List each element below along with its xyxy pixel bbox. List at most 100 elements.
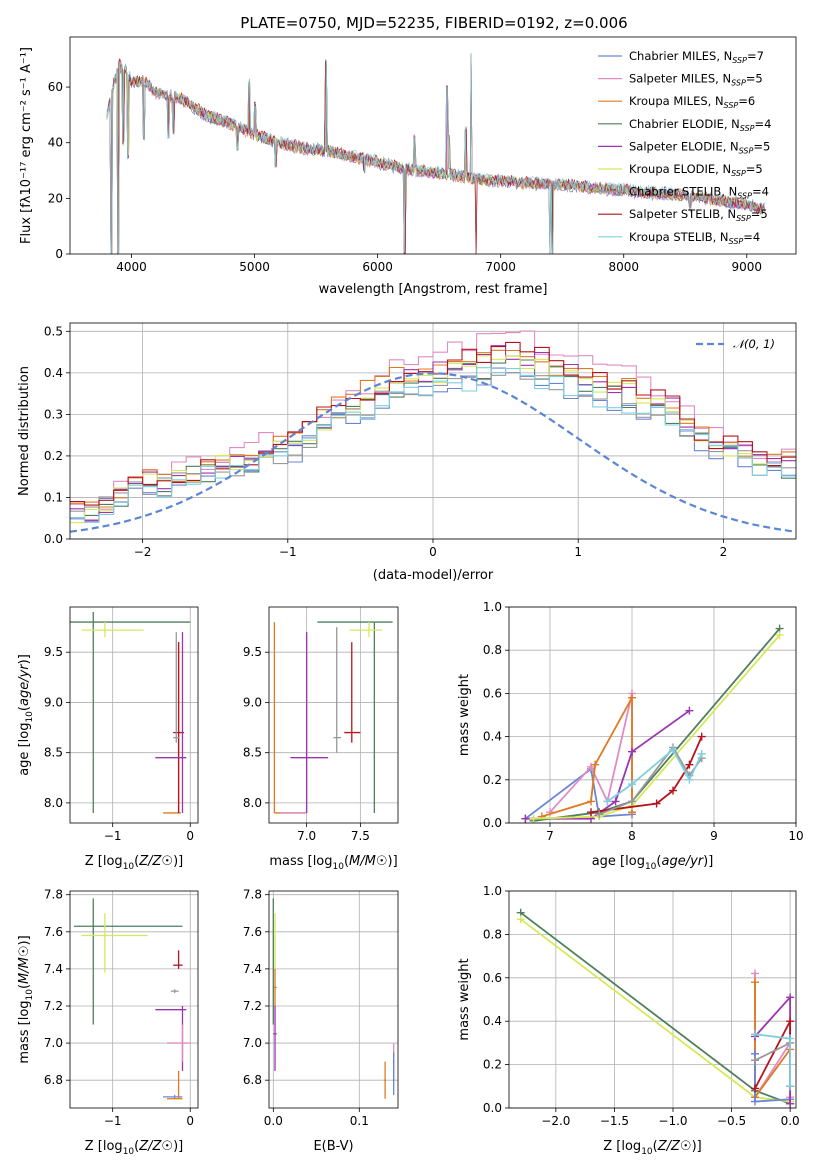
x-tick-label: −1	[104, 1114, 122, 1128]
axis-label-part: )]	[173, 1139, 183, 1154]
y-tick-label: 7.8	[44, 888, 63, 902]
residuals-panel: −2 −1 0 1 2 0.0 0.1 0.2 0.3 0.4 0.5 𝒩(0, 1) (data-mo…	[17, 322, 797, 583]
axis-label-part: )]	[17, 935, 32, 945]
mass-weight-marker	[587, 797, 595, 806]
x-tick-label: 7.0	[297, 829, 316, 843]
spectrum-line-kroupa-stelib	[106, 53, 765, 254]
legend-entry-sub: SSP	[739, 146, 754, 155]
legend-entry-sub: SSP	[737, 192, 752, 201]
axis-label-part: (	[653, 1139, 658, 1154]
mass-weight-marker	[751, 978, 759, 987]
mass-weight-marker	[697, 749, 706, 758]
axis-label-part: Z [log	[85, 1139, 123, 1154]
y-tick-label: 6.8	[44, 1073, 63, 1087]
axis-label-part: M/M☉	[17, 945, 32, 983]
mass-weight-marker	[611, 797, 620, 806]
legend-entry: Chabrier STELIB, NSSP=4	[629, 185, 769, 201]
legend-entry: Chabrier ELODIE, NSSP=4	[629, 117, 771, 133]
legend-entry-name: Salpeter STELIB, N	[629, 207, 736, 221]
y-tick-label: 9.0	[243, 695, 262, 709]
legend-entry: Kroupa STELIB, NSSP=4	[629, 230, 760, 246]
y-tick-label: 1.0	[483, 884, 502, 898]
legend-entry-count: =6	[738, 94, 755, 108]
y-tick-label: 8.0	[243, 796, 262, 810]
x-tick-label: 0	[186, 1114, 194, 1128]
mass-weight-marker	[697, 732, 706, 741]
figure-title: PLATE=0750, MJD=52235, FIBERID=0192, z=0…	[240, 14, 627, 32]
x-tick-label: 5000	[239, 260, 270, 274]
axis-label: Z [log10(Z/Z☉)]	[85, 1139, 183, 1157]
y-tick-label: 0.0	[44, 532, 63, 546]
spectrum-line-chabrier-elodie	[106, 55, 765, 254]
mass-weight-marker	[628, 693, 636, 702]
legend-entry: Salpeter STELIB, NSSP=5	[629, 207, 768, 223]
x-tick-label: −1.5	[600, 1114, 629, 1128]
axis-label: Z [log10(Z/Z☉)]	[85, 854, 183, 872]
axis-label: mass [log10(M/M☉)]	[269, 854, 397, 872]
legend-entry-count: =5	[751, 207, 768, 221]
x-tick-label: 6000	[362, 260, 393, 274]
legend-entry-count: =4	[743, 230, 760, 244]
y-tick-label: 0.0	[483, 1101, 502, 1115]
mass-weight-marker	[516, 915, 525, 924]
mass-weight-marker	[595, 810, 604, 819]
x-tick-label: −1.0	[658, 1114, 687, 1128]
mass-weight-marker	[751, 1030, 759, 1039]
x-tick-label: 9000	[732, 260, 763, 274]
axis-label-part: 10	[25, 711, 35, 723]
histogram-salpeter-miles	[70, 330, 796, 521]
y-tick-label: 0.6	[483, 971, 502, 985]
age-vs-mass-panel: 7.0 7.5 8.0 8.5 9.0 9.5 mass [log10(M/M☉)]	[243, 606, 399, 872]
axis-label-part: Z/Z☉	[138, 854, 173, 869]
legend-entry-name: Kroupa STELIB, N	[629, 230, 729, 244]
y-tick-label: 20	[48, 191, 63, 205]
mass-weight-marker	[603, 797, 612, 806]
axis-label-part: age/yr	[661, 854, 704, 869]
y-tick-label: 0.2	[483, 773, 502, 787]
y-tick-label: 8.5	[243, 746, 262, 760]
axis-label-part: 10	[25, 989, 35, 1001]
mass-weight-marker	[529, 814, 538, 823]
legend-entry-count: =5	[753, 139, 770, 153]
mass-weight-marker	[652, 799, 661, 808]
residuals-xlabel: (data-model)/error	[373, 568, 494, 583]
mass-weight-marker	[786, 1099, 795, 1108]
mass-weight-marker	[587, 808, 595, 817]
y-tick-label: 0.6	[483, 686, 502, 700]
mass-vs-z-panel: −1 06.87.07.27.47.67.8Z [log10(Z/Z☉)]mass…	[17, 888, 199, 1157]
y-tick-label: 0.4	[44, 366, 63, 380]
y-tick-label: 0.8	[483, 643, 502, 657]
axis-label-part: mass [log	[269, 854, 332, 869]
spectrum-line-kroupa-miles	[106, 61, 765, 254]
legend-entry-name: Chabrier ELODIE, N	[629, 117, 740, 131]
histogram-kroupa-elodie	[70, 355, 796, 524]
x-tick-label: 0	[429, 545, 437, 559]
legend-entry-name: Chabrier STELIB, N	[629, 185, 737, 199]
y-tick-label: 0.5	[44, 324, 63, 338]
legend-entry-sub: SSP	[732, 56, 747, 65]
spectrum-series-group	[106, 52, 765, 254]
axes-frame	[69, 322, 797, 540]
legend-entry-count: =5	[746, 72, 763, 86]
mass-weight-marker	[775, 631, 784, 640]
y-tick-label: 7.4	[243, 962, 262, 976]
mw-age-ylabel: mass weight	[457, 674, 472, 756]
mass-weight-marker	[685, 706, 694, 715]
mass-weight-line	[533, 634, 781, 820]
spectrum-panel: 4000 5000 6000 7000 8000 9000 0 20 40 60 wavelengt…	[19, 36, 797, 297]
mass-weight-marker	[587, 762, 595, 771]
mass-weight-marker	[786, 1082, 795, 1091]
axis-label-part: 10	[333, 862, 345, 872]
y-tick-label: 7.8	[243, 888, 262, 902]
mass-weight-marker	[751, 1097, 759, 1106]
legend-entry-sub: SSP	[740, 124, 755, 133]
x-tick-label: 4000	[116, 260, 147, 274]
mw-z-lines	[516, 908, 795, 1108]
axis-label-part: Z/Z☉	[138, 1139, 173, 1154]
gaussian-curve	[70, 372, 796, 533]
axis-label-part: )]	[17, 654, 32, 664]
legend-entry: Salpeter MILES, NSSP=5	[629, 72, 763, 88]
legend-entry: Salpeter ELODIE, NSSP=5	[629, 139, 770, 155]
axis-label-part: (	[656, 854, 661, 869]
